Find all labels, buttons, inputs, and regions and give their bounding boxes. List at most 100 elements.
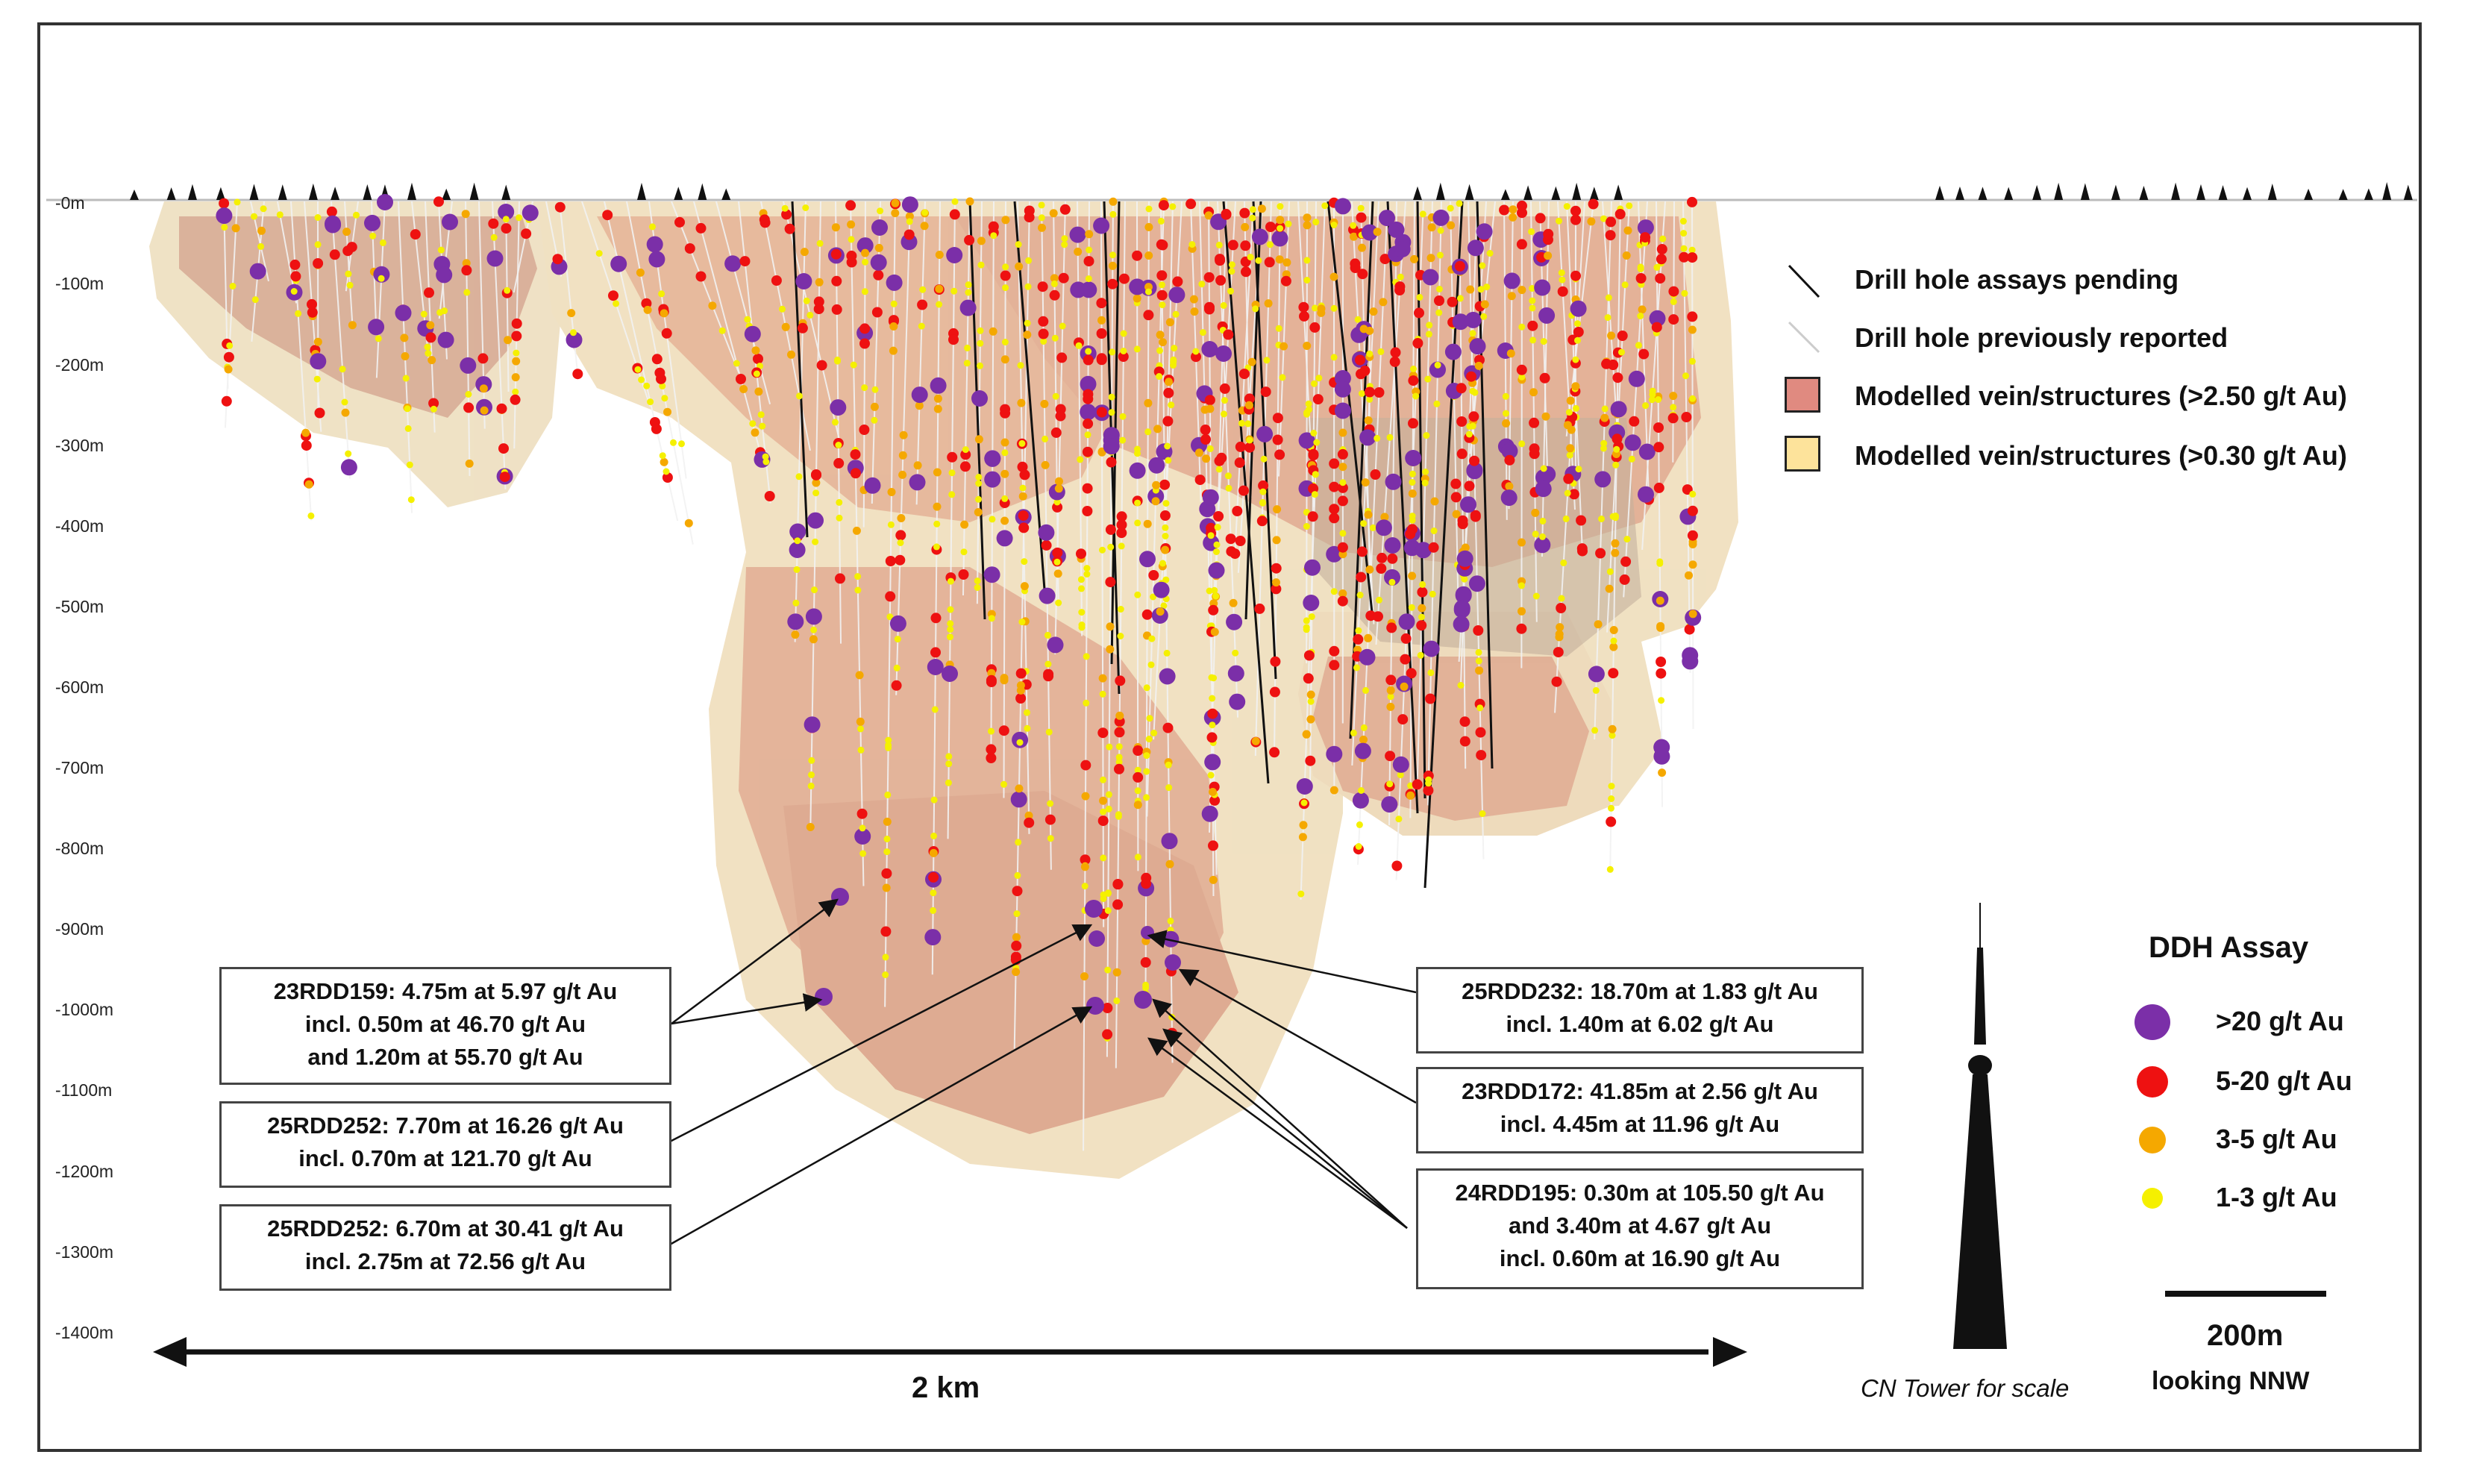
assay-point <box>1143 519 1152 528</box>
assay-point <box>1626 202 1633 210</box>
assay-point <box>1129 462 1146 479</box>
callout-line: incl. 1.40m at 6.02 g/t Au <box>1506 1011 1774 1037</box>
assay-point <box>1190 307 1199 316</box>
assay-point <box>552 254 563 265</box>
assay-point <box>1080 862 1089 871</box>
assay-point <box>1418 613 1425 621</box>
high-grade-swatch <box>1785 377 1820 413</box>
drill-hole <box>1409 201 1415 818</box>
assay-point <box>1305 755 1316 766</box>
assay-point <box>436 266 453 284</box>
assay-point <box>787 350 795 359</box>
assay-point <box>1024 205 1035 216</box>
assay-point <box>1339 479 1347 486</box>
assay-point <box>1499 204 1510 216</box>
assay-point <box>1576 515 1587 526</box>
highlight-intercept <box>1089 930 1105 947</box>
assay-point <box>1680 230 1688 237</box>
assay-point <box>1272 578 1280 587</box>
assay-point <box>257 226 266 235</box>
assay-point <box>339 366 346 373</box>
assay-point <box>733 360 740 367</box>
assay-point <box>989 516 996 523</box>
assay-point <box>1609 626 1618 634</box>
assay-point <box>1459 716 1470 727</box>
assay-point <box>1422 269 1439 286</box>
assay-point <box>1221 397 1228 404</box>
assay-point <box>1329 481 1340 492</box>
assay-point <box>1466 371 1476 382</box>
assay-point <box>813 304 824 315</box>
assay-point <box>935 251 944 259</box>
assay-point <box>1612 433 1623 445</box>
cn-tower-icon <box>1953 903 2007 1349</box>
depth-label: -700m <box>55 758 104 777</box>
assay-point <box>1059 204 1071 215</box>
assay-point <box>1397 771 1404 779</box>
assay-point <box>1234 457 1245 469</box>
assay-point <box>1377 348 1385 355</box>
assay-point <box>1307 511 1318 522</box>
assay-point <box>1425 331 1432 338</box>
assay-point <box>885 556 896 566</box>
callout-25rdd252-b: 25RDD252: 6.70m at 30.41 g/t Au incl. 2.… <box>219 1204 671 1291</box>
assay-point <box>974 435 983 444</box>
assay-point <box>234 198 241 206</box>
assay-point <box>906 218 913 225</box>
assay-point <box>797 322 808 334</box>
assay-point <box>1425 780 1432 787</box>
callout-line: incl. 0.60m at 16.90 g/t Au <box>1499 1245 1781 1271</box>
assay-point <box>856 237 874 254</box>
assay-point <box>1172 276 1183 287</box>
assay-point <box>1075 342 1083 349</box>
assay-point <box>1681 289 1688 297</box>
assay-point <box>1207 708 1218 719</box>
assay-point <box>1232 649 1239 657</box>
assay-point <box>1150 730 1158 736</box>
assay-point <box>1655 396 1662 403</box>
assay-point <box>1457 515 1468 526</box>
assay-point <box>1083 653 1090 660</box>
assay-point <box>871 416 878 424</box>
assay-point <box>947 577 954 585</box>
assay-point <box>301 428 310 437</box>
assay-point <box>930 796 938 804</box>
tree-icons <box>130 182 2413 200</box>
leader-25rdd252-b <box>669 1006 1093 1246</box>
tree-icon <box>1465 184 1474 200</box>
assay-point <box>1258 480 1269 491</box>
assay-point <box>1240 240 1251 251</box>
assay-point <box>1306 690 1315 699</box>
assay-point <box>816 360 827 371</box>
assay-point <box>1259 498 1266 506</box>
assay-point <box>1302 730 1311 739</box>
tree-icon <box>407 182 416 200</box>
assay-point <box>400 334 409 342</box>
assay-point <box>1541 412 1550 421</box>
assay-point <box>1039 587 1056 604</box>
assay-point <box>899 431 908 439</box>
assay-point <box>1479 262 1486 269</box>
assay-point <box>1408 604 1415 611</box>
assay-point <box>1337 448 1348 460</box>
assay-point <box>1043 669 1054 680</box>
assay-point <box>1042 435 1049 442</box>
assay-point <box>930 832 938 839</box>
assay-point <box>373 266 390 283</box>
assay-point <box>1412 338 1423 348</box>
assay-point <box>1107 543 1115 551</box>
assay-point <box>1689 490 1697 498</box>
assay-point <box>511 331 522 342</box>
assay-point <box>1257 204 1266 213</box>
tree-icon <box>2139 185 2149 200</box>
assay-legend-dot-purple <box>2134 1004 2170 1040</box>
assay-point <box>663 407 671 416</box>
assay-point <box>1450 492 1462 503</box>
assay-point <box>1024 817 1035 828</box>
pending-hole <box>968 201 986 620</box>
assay-point <box>1143 752 1150 760</box>
assay-point <box>793 566 801 573</box>
assay-point <box>1159 560 1166 567</box>
assay-point <box>1106 743 1113 751</box>
assay-point <box>1021 558 1028 566</box>
